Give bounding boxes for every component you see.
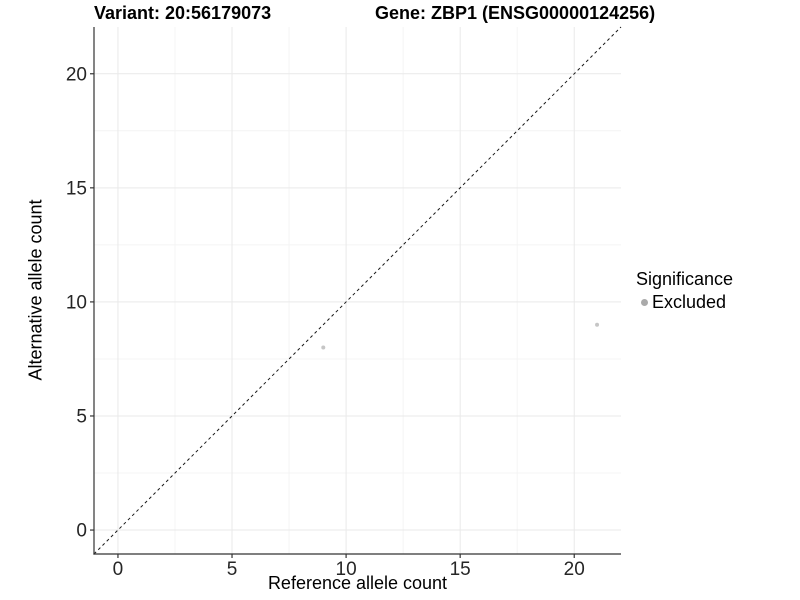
y-tick-label: 10 xyxy=(66,292,87,313)
x-tick-label: 15 xyxy=(450,559,471,580)
y-tick-label: 20 xyxy=(66,64,87,85)
x-tick-label: 5 xyxy=(227,559,238,580)
y-tick-label: 0 xyxy=(76,521,87,542)
identity-line xyxy=(93,26,622,555)
data-point xyxy=(321,345,326,350)
legend-title: Significance xyxy=(636,269,734,289)
y-tick-label: 15 xyxy=(66,178,87,199)
x-tick-label: 10 xyxy=(336,559,357,580)
x-tick-label: 0 xyxy=(113,559,124,580)
legend-entry: Excluded xyxy=(636,292,733,313)
plot-title-gene: Gene: ZBP1 (ENSG00000124256) xyxy=(375,3,656,23)
legend-key-dot xyxy=(641,299,648,306)
legend-entry-label: Excluded xyxy=(652,292,727,312)
plot-title-variant: Variant: 20:56179073 xyxy=(94,3,272,23)
data-point xyxy=(595,322,600,327)
x-tick-label: 20 xyxy=(564,559,585,580)
y-tick-label: 5 xyxy=(76,406,87,427)
y-axis-title: Alternative allele count xyxy=(25,199,46,381)
legend: Significance Excluded xyxy=(636,269,733,313)
x-axis-title: Reference allele count xyxy=(267,573,448,593)
